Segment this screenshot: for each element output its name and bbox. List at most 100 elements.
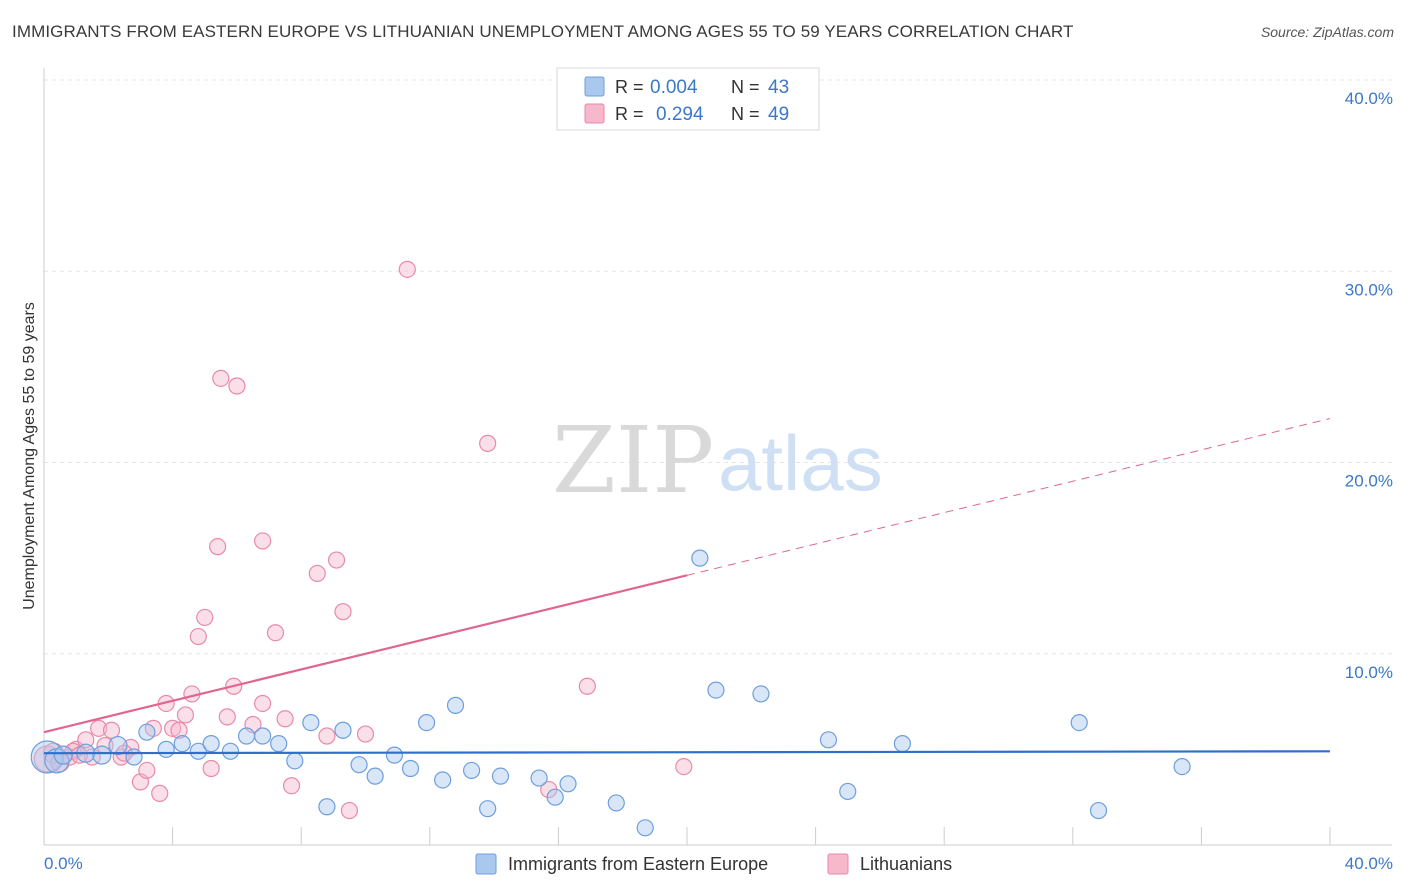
pink-point-5: [77, 731, 95, 749]
blue-point-7: [138, 723, 156, 741]
y-tick-labels: 10.0% 20.0% 30.0% 40.0%: [1345, 89, 1393, 682]
pink-point-23: [202, 759, 220, 778]
pink-point-28: [228, 377, 246, 395]
pink-point-7: [90, 719, 108, 737]
source-label: Source: ZipAtlas.com: [1260, 24, 1394, 40]
blue-point-14: [254, 727, 272, 745]
blue-point-42: [1089, 801, 1108, 820]
top-legend: R = 0.004 N = 43 R = 0.294 N = 49: [556, 67, 820, 131]
blue-point-23: [401, 759, 420, 778]
trend-lines: [43, 418, 1331, 755]
blue-point-28: [479, 800, 497, 818]
bottom-legend-label-blue: Immigrants from Eastern Europe: [508, 854, 768, 874]
blue-point-30: [530, 769, 548, 787]
legend-n-value-blue: 43: [768, 77, 789, 98]
pink-point-15: [151, 784, 169, 802]
blue-point-29: [491, 767, 510, 785]
blue-point-32: [559, 775, 577, 793]
y-tick-label-20: 20.0%: [1345, 472, 1393, 491]
pink-point-22: [196, 608, 214, 627]
blue-point-21: [366, 767, 384, 785]
blue-point-13: [237, 727, 256, 745]
legend-r-value-blue: 0.004: [650, 77, 698, 98]
blue-point-17: [302, 713, 320, 732]
blue-point-27: [462, 761, 481, 780]
blue-point-38: [819, 731, 838, 749]
blue-point-8: [157, 740, 175, 758]
legend-r-value-pink: 0.294: [656, 104, 704, 125]
pink-point-32: [266, 624, 285, 642]
watermark-atlas: atlas: [718, 419, 883, 507]
pink-trend-extension: [686, 418, 1331, 576]
blue-point-43: [1173, 757, 1191, 776]
y-tick-label-40: 40.0%: [1345, 89, 1393, 108]
pink-point-35: [308, 564, 326, 583]
blue-point-6: [125, 748, 143, 766]
blue-point-22: [385, 746, 404, 764]
blue-point-24: [417, 713, 436, 732]
pink-point-40: [356, 725, 375, 743]
pink-point-26: [218, 708, 236, 726]
legend-r-label-blue: R =: [615, 77, 644, 97]
pink-point-9: [102, 721, 121, 739]
pink-point-33: [276, 710, 294, 728]
bottom-legend-swatch-pink: [827, 853, 849, 875]
blue-point-40: [893, 735, 912, 753]
blue-point-2: [53, 745, 73, 765]
blue-point-11: [202, 735, 220, 753]
blue-point-34: [636, 819, 654, 837]
blue-point-15: [270, 735, 288, 753]
blue-point-41: [1070, 713, 1088, 732]
pink-point-24: [209, 538, 227, 556]
legend-r-label-pink: R =: [615, 104, 644, 124]
eastern-europe-points: [30, 549, 1191, 837]
y-tick-label-10: 10.0%: [1345, 663, 1393, 682]
pink-point-31: [254, 532, 272, 550]
pink-point-42: [479, 434, 497, 452]
blue-point-25: [434, 771, 452, 789]
blue-point-10: [189, 742, 207, 760]
pink-point-17: [164, 719, 182, 737]
blue-point-20: [350, 756, 368, 774]
chart-title: IMMIGRANTS FROM EASTERN EUROPE VS LITHUA…: [12, 22, 1074, 41]
pink-point-21: [189, 627, 207, 646]
blue-point-33: [607, 794, 625, 812]
pink-point-39: [340, 801, 359, 820]
legend-swatch-pink: [584, 103, 605, 124]
pink-point-38: [334, 603, 352, 621]
pink-point-37: [327, 551, 346, 569]
pink-point-18: [170, 721, 188, 739]
y-axis-label: Unemployment Among Ages 55 to 59 years: [21, 302, 38, 610]
legend-swatch-blue: [584, 76, 605, 97]
bottom-legend: Immigrants from Eastern Europe Lithuania…: [475, 853, 952, 875]
x-tick-label-min: 0.0%: [44, 854, 83, 873]
pink-point-30: [254, 694, 272, 713]
blue-point-26: [446, 696, 465, 714]
legend-n-label-blue: N =: [731, 77, 760, 97]
y-tick-label-30: 30.0%: [1345, 280, 1393, 299]
bottom-legend-label-pink: Lithuanians: [860, 854, 952, 874]
axes: [43, 68, 1392, 846]
blue-point-35: [691, 549, 709, 567]
watermark-zip: ZIP: [552, 407, 714, 514]
pink-point-41: [398, 260, 416, 278]
legend-n-label-pink: N =: [731, 104, 760, 124]
pink-trend-line: [43, 574, 688, 734]
blue-point-39: [839, 782, 857, 801]
x-tick-label-max: 40.0%: [1345, 854, 1393, 873]
pink-point-13: [138, 761, 156, 780]
x-tick-labels: 0.0% 40.0%: [44, 854, 1393, 873]
blue-point-9: [173, 735, 191, 753]
blue-point-31: [546, 788, 564, 806]
pink-point-34: [282, 777, 301, 795]
lithuanians-points: [33, 260, 693, 820]
bottom-legend-swatch-blue: [475, 853, 497, 875]
blue-point-16: [286, 752, 304, 770]
blue-trend-line: [43, 750, 1331, 755]
pink-point-44: [578, 677, 596, 695]
pink-point-25: [212, 369, 230, 387]
pink-point-45: [675, 757, 693, 776]
blue-point-5: [108, 735, 128, 756]
pink-point-19: [176, 706, 195, 724]
